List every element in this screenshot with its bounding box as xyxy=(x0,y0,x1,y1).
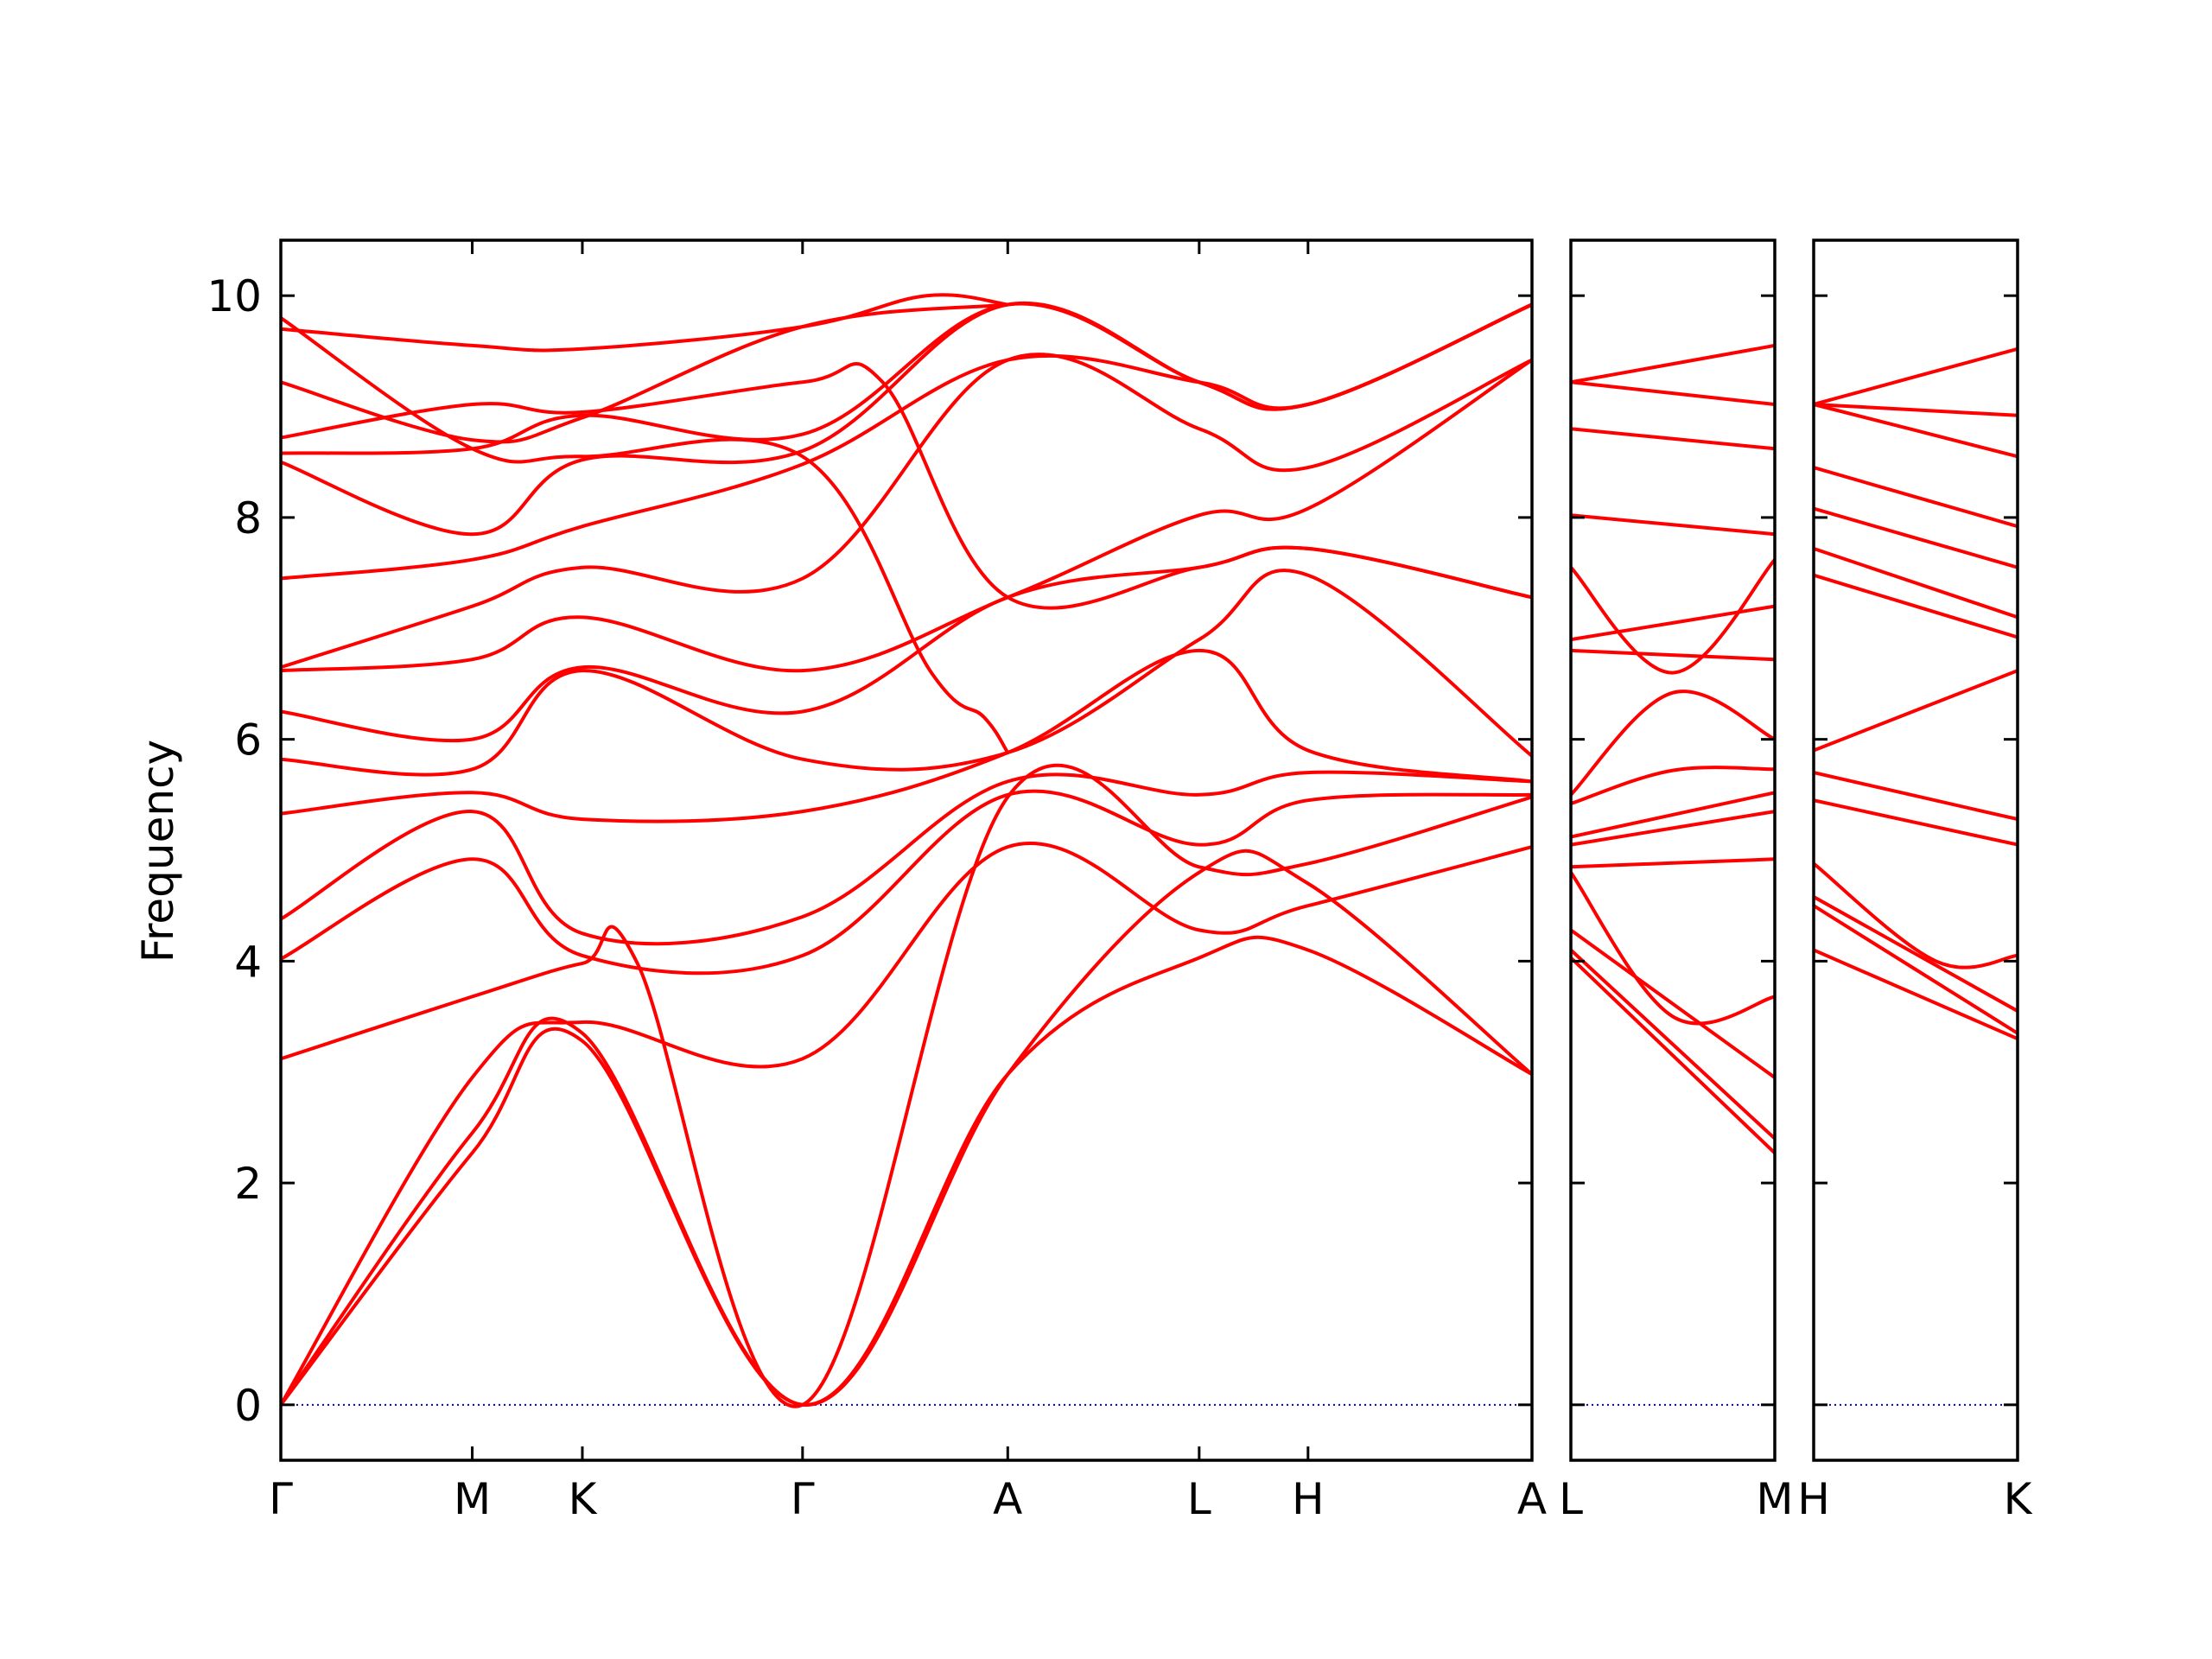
band-lines xyxy=(1571,343,1775,1155)
band-line-14 xyxy=(1814,346,2018,406)
band-line-14 xyxy=(1571,427,1775,451)
x-tick-label: Γ xyxy=(269,1474,293,1524)
y-axis-label: Frequency xyxy=(133,740,183,963)
band-line-1 xyxy=(281,935,1532,1407)
band-line-8 xyxy=(281,569,1532,777)
x-tick-label: K xyxy=(2004,1474,2033,1524)
band-line-8 xyxy=(1571,766,1775,806)
band-line-11 xyxy=(281,353,1532,670)
x-tick-label: H xyxy=(1797,1474,1830,1524)
band-line-15 xyxy=(281,362,1532,610)
panel-1: Γ M K Γ A L H A 0 2 4 6 8 10 xyxy=(207,238,1547,1524)
band-line-13 xyxy=(1814,403,2018,417)
band-line-13 xyxy=(1571,513,1775,537)
band-line-1 xyxy=(1814,948,2018,1041)
band-line-6 xyxy=(1814,771,2018,822)
band-line-9 xyxy=(1814,546,2018,620)
band-line-12 xyxy=(1571,557,1775,675)
y-tick-label: 4 xyxy=(234,937,262,987)
panel-frame xyxy=(1569,238,1777,1462)
y-tick-label: 6 xyxy=(234,715,262,766)
band-line-1 xyxy=(1571,956,1775,1155)
band-line-6 xyxy=(281,770,1532,946)
band-line-18 xyxy=(281,315,1010,754)
band-line-4 xyxy=(1571,870,1775,1026)
band-line-5 xyxy=(1571,857,1775,869)
y-tick-label: 8 xyxy=(234,493,262,543)
band-line-2 xyxy=(1571,948,1775,1141)
band-line-3 xyxy=(281,841,1532,1407)
x-tick-label: A xyxy=(1517,1474,1547,1524)
x-tick-label: K xyxy=(569,1474,598,1524)
band-line-5 xyxy=(1814,798,2018,847)
x-tick-label: Γ xyxy=(791,1474,815,1524)
band-lines xyxy=(281,293,1532,1408)
y-tick-label: 10 xyxy=(207,271,262,321)
band-line-2 xyxy=(1814,904,2018,1035)
x-tick-label: L xyxy=(1187,1474,1211,1524)
band-line-7 xyxy=(1814,669,2018,753)
band-line-12 xyxy=(1814,403,2018,459)
y-tick-label: 0 xyxy=(234,1381,262,1431)
band-line-8 xyxy=(1814,573,2018,639)
band-line-7 xyxy=(1571,791,1775,839)
band-line-11 xyxy=(1814,466,2018,529)
band-line-6 xyxy=(1571,810,1775,847)
band-line-15 xyxy=(1571,380,1775,406)
x-tick-label: H xyxy=(1292,1474,1325,1524)
band-line-17 xyxy=(281,293,1010,353)
x-tick-label: M xyxy=(454,1474,491,1524)
panel-frame xyxy=(279,238,1534,1462)
panel-frame xyxy=(1812,238,2019,1462)
band-line-11 xyxy=(1571,604,1775,642)
band-line-4 xyxy=(1814,861,2018,969)
x-tick-label: A xyxy=(993,1474,1022,1524)
band-line-3 xyxy=(1814,894,2018,1014)
y-tick-label: 2 xyxy=(234,1159,262,1209)
band-line-16 xyxy=(1571,343,1775,385)
band-line-4 xyxy=(281,763,1532,1408)
band-line-2 xyxy=(281,849,1532,1407)
band-line-16 xyxy=(281,302,1010,444)
band-line-14 xyxy=(281,302,1532,455)
band-lines xyxy=(1814,346,2018,1041)
x-tick-label: L xyxy=(1559,1474,1583,1524)
band-line-5 xyxy=(281,789,1532,976)
band-line-9 xyxy=(1571,690,1775,797)
band-line-7 xyxy=(281,648,1532,823)
band-line-10 xyxy=(1814,506,2018,569)
band-line-3 xyxy=(1571,928,1775,1080)
band-line-10 xyxy=(1571,648,1775,662)
band-line-10 xyxy=(281,358,1532,673)
x-tick-label: M xyxy=(1756,1474,1793,1524)
